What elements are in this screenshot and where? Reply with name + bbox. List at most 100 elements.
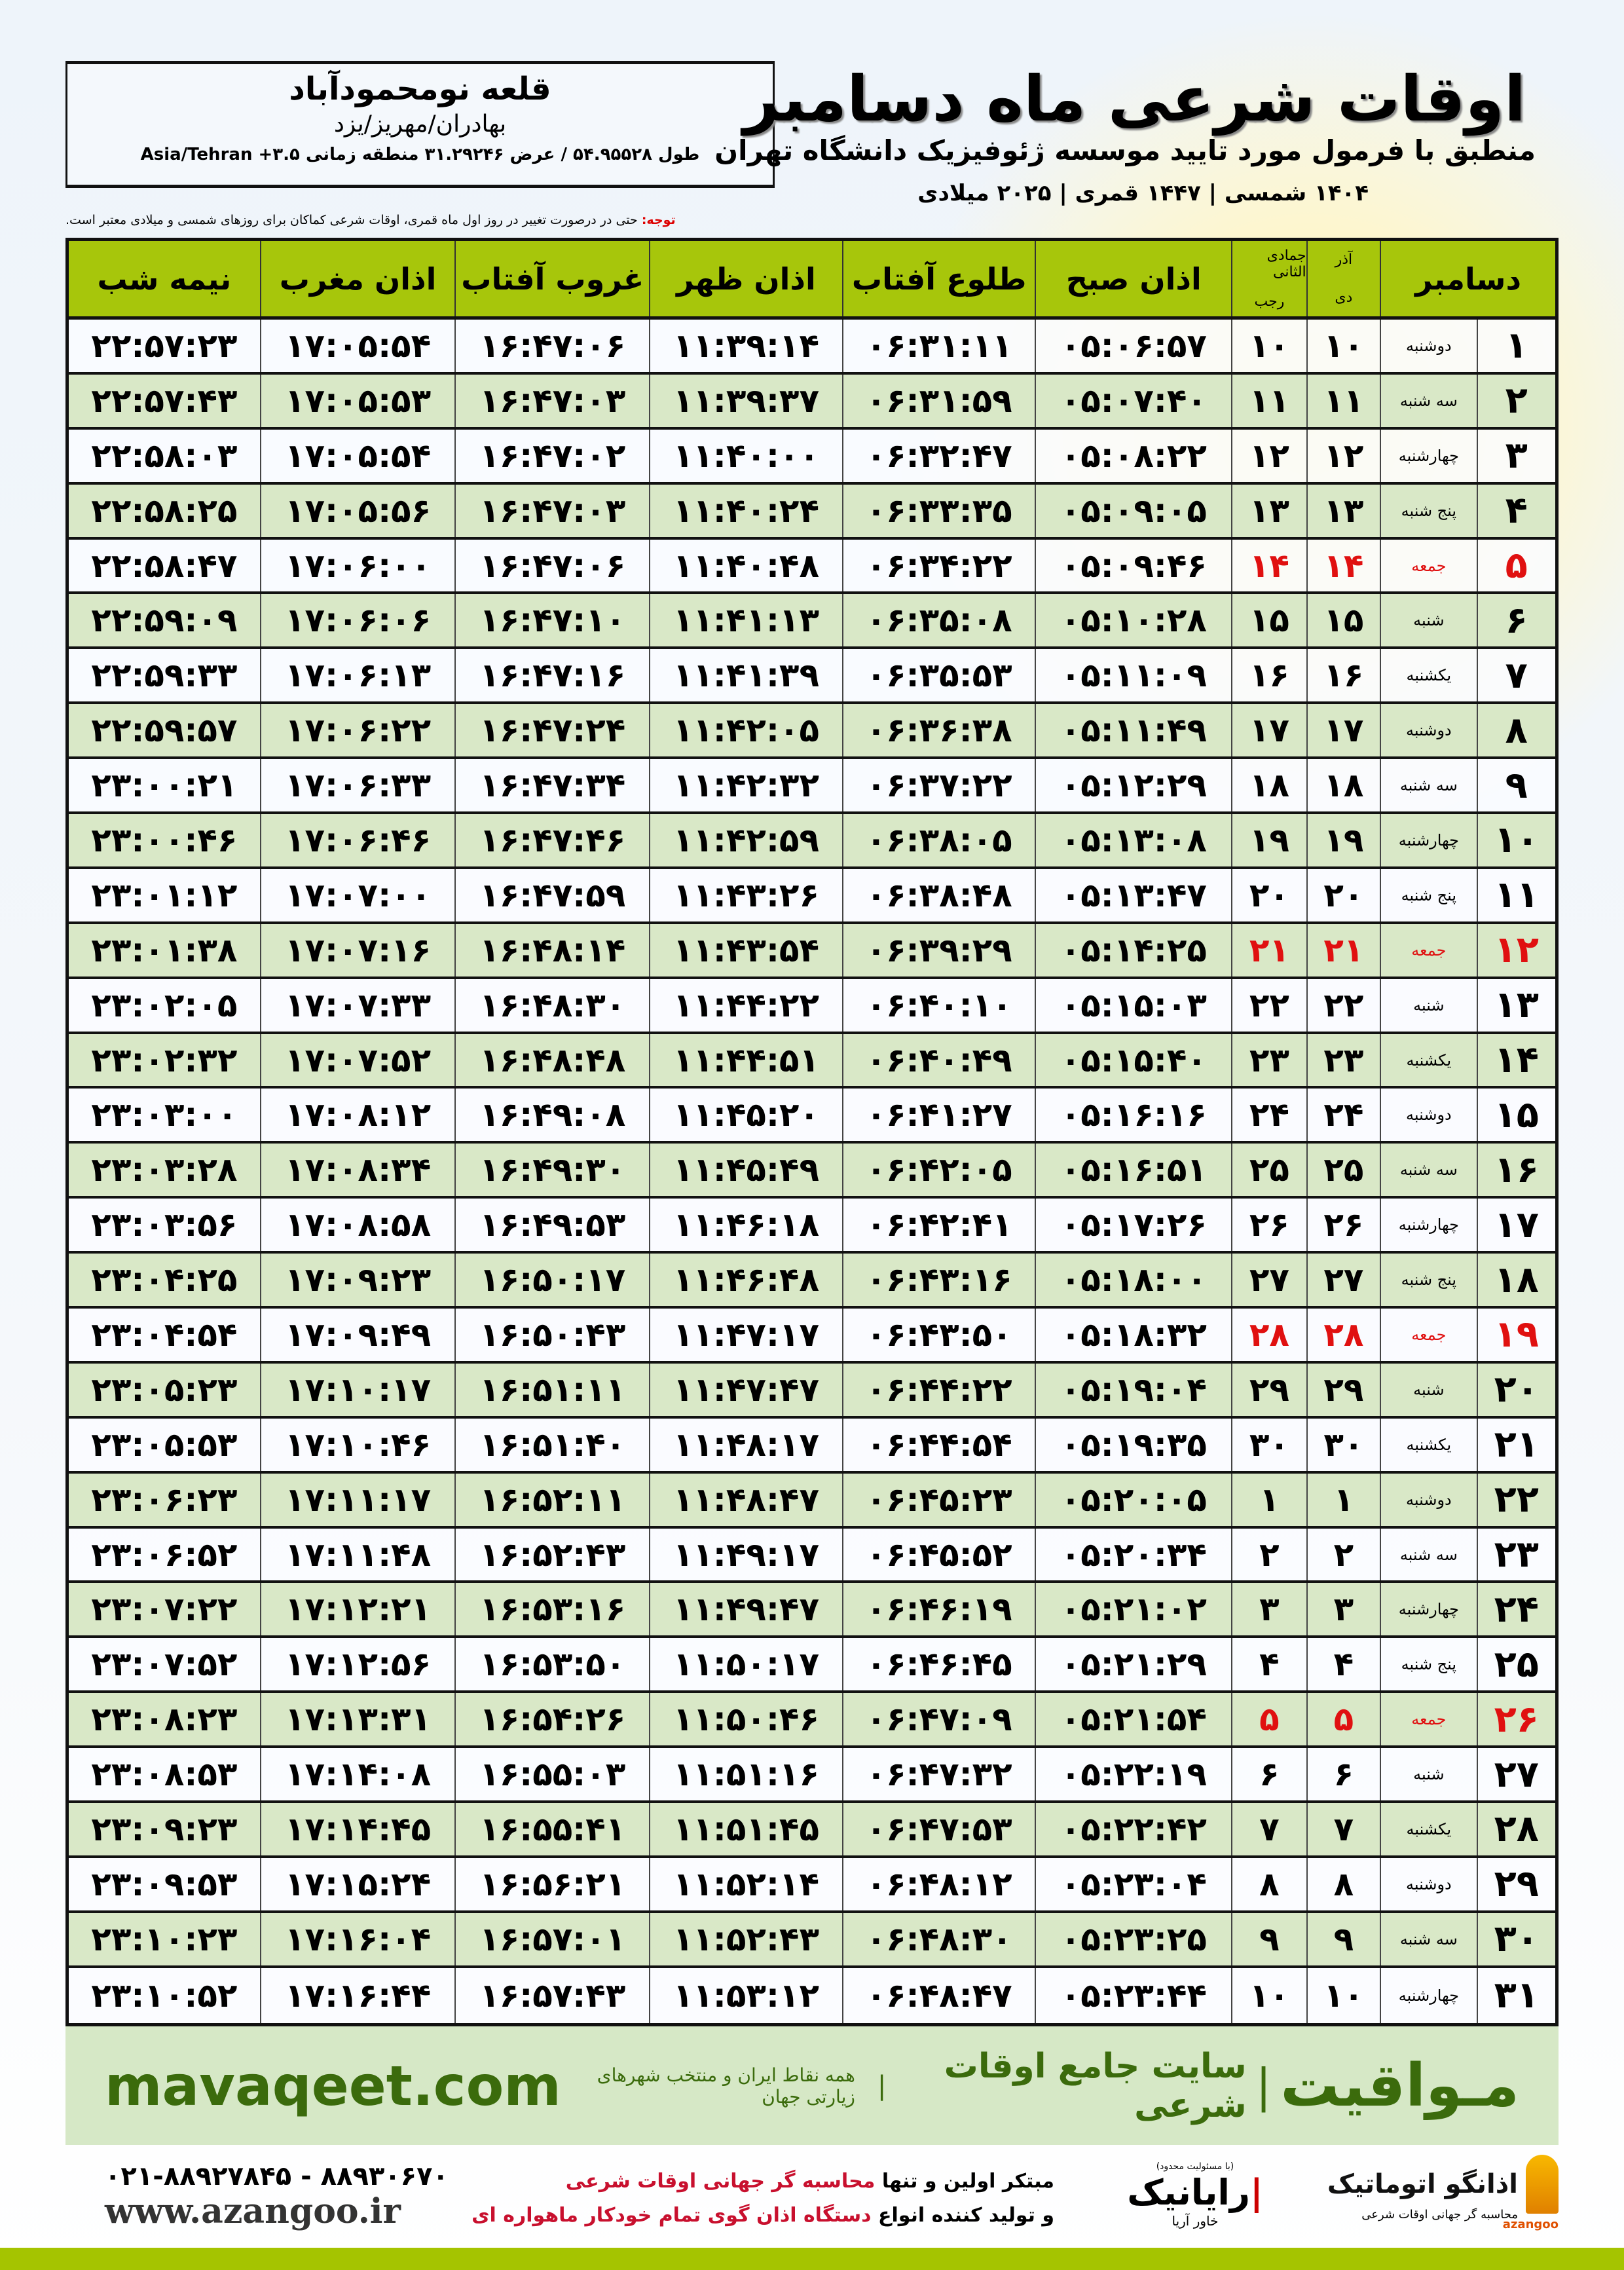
cell-maghrib: ۱۷:۱۰:۴۶ [259,1418,455,1471]
cell-rajab: ۵ [1231,1693,1306,1746]
cell-dhuhr: ۱۱:۵۲:۱۴ [649,1857,842,1910]
cell-dey: ۱۶ [1306,649,1380,702]
cell-wd: دوشنبه [1380,1088,1476,1142]
note-text: حتی در درصورت تغییر در روز اول ماه قمری،… [65,213,638,227]
cell-sunset: ۱۶:۴۸:۴۸ [454,1033,649,1087]
cell-fajr: ۰۵:۲۱:۰۲ [1035,1583,1231,1636]
cell-sunrise: ۰۶:۳۵:۰۸ [841,594,1035,647]
table-row: ۱۶ سه شنبه ۲۵ ۲۵ ۰۵:۱۶:۵۱ ۰۶:۴۲:۰۵ ۱۱:۴۵:۴۹ ۱۶:… [69,1144,1555,1199]
phone-numbers: ۰۲۱-۸۸۹۲۷۸۴۵ - ۸۸۹۳۰۶۷۰ [105,2161,449,2191]
cell-rajab: ۲۷ [1231,1254,1306,1307]
cell-dey: ۲۰ [1306,868,1380,921]
cell-dey: ۲۱ [1306,923,1380,977]
mavaqeet-link[interactable]: mavaqeet.com [105,2053,561,2118]
cell-wd: شنبه [1380,978,1476,1032]
table-row: ۲۴ چهارشنبه ۳ ۳ ۰۵:۲۱:۰۲ ۰۶:۴۶:۱۹ ۱۱:۴۹:۴۷ ۱۶:۵… [69,1583,1555,1639]
cell-sunrise: ۰۶:۴۲:۰۵ [841,1144,1035,1197]
location-box: قلعه نومحمودآباد بهادران/مهریز/یزد طول ۵… [65,61,775,188]
cell-maghrib: ۱۷:۰۷:۵۲ [259,1033,455,1087]
cell-maghrib: ۱۷:۰۶:۳۳ [259,759,455,812]
cell-dey: ۱۱ [1306,374,1380,427]
cell-sunrise: ۰۶:۴۰:۴۹ [841,1033,1035,1087]
table-row: ۲۷ شنبه ۶ ۶ ۰۵:۲۲:۱۹ ۰۶:۴۷:۳۲ ۱۱:۵۱:۱۶ ۱۶:۵۵:۰۳… [69,1748,1555,1804]
cell-sunset: ۱۶:۵۶:۲۱ [454,1857,649,1910]
cell-wd: جمعه [1380,539,1476,592]
year-line: ۱۴۰۴ شمسی | ۱۴۴۷ قمری | ۲۰۲۵ میلادی [917,180,1369,206]
cell-fajr: ۰۵:۱۹:۰۴ [1035,1363,1231,1416]
cell-dey: ۴ [1306,1638,1380,1691]
table-row: ۲۱ یکشنبه ۳۰ ۳۰ ۰۵:۱۹:۳۵ ۰۶:۴۴:۵۴ ۱۱:۴۸:۱۷ ۱۶:۵… [69,1418,1555,1474]
cell-fajr: ۰۵:۰۹:۰۵ [1035,484,1231,537]
cell-dhuhr: ۱۱:۴۴:۲۲ [649,978,842,1032]
cell-sunset: ۱۶:۴۷:۰۳ [454,484,649,537]
cell-sunrise: ۰۶:۴۲:۴۱ [841,1199,1035,1252]
header-dey-label: دی [1335,289,1353,306]
cell-midnight: ۲۲:۵۸:۲۵ [91,491,238,530]
cell-midnight: ۲۳:۰۹:۵۳ [91,1865,238,1903]
cell-sunset: ۱۶:۵۵:۴۱ [454,1803,649,1855]
cell-maghrib: ۱۷:۰۵:۵۶ [259,484,455,537]
cell-sunrise: ۰۶:۴۱:۲۷ [841,1088,1035,1142]
table-row: ۱۷ چهارشنبه ۲۶ ۲۶ ۰۵:۱۷:۲۶ ۰۶:۴۲:۴۱ ۱۱:۴۶:۱۸ ۱۶… [69,1199,1555,1254]
cell-fajr: ۰۵:۱۱:۰۹ [1035,649,1231,702]
header-azar: آذر [1335,251,1353,269]
cell-dey: ۹ [1306,1912,1380,1965]
cell-maghrib: ۱۷:۰۶:۰۰ [259,539,455,592]
cell-wd: پنج شنبه [1380,484,1476,537]
table-row: ۲۰ شنبه ۲۹ ۲۹ ۰۵:۱۹:۰۴ ۰۶:۴۴:۲۲ ۱۱:۴۷:۴۷ ۱۶:۵۱:… [69,1363,1555,1419]
cell-rajab: ۱۴ [1231,539,1306,592]
header-fajr: اذان صبح [1035,241,1231,316]
cell-sunrise: ۰۶:۳۱:۱۱ [841,320,1035,372]
cell-fajr: ۰۵:۲۳:۴۴ [1035,1967,1231,2023]
cell-sunrise: ۰۶:۳۴:۲۲ [841,539,1035,592]
cell-wd: سه شنبه [1380,374,1476,427]
cell-sunset: ۱۶:۴۷:۰۶ [454,320,649,372]
cell-day: ۲۹ [1476,1857,1555,1910]
rayanik-bar: | [1250,2172,1263,2213]
cell-fajr: ۰۵:۱۳:۴۷ [1035,868,1231,921]
cell-sunset: ۱۶:۴۷:۳۴ [454,759,649,812]
cell-rajab: ۱۱ [1231,374,1306,427]
cell-sunrise: ۰۶:۴۵:۵۲ [841,1528,1035,1581]
cell-midnight: ۲۳:۰۷:۵۲ [91,1645,238,1684]
cell-midnight: ۲۳:۰۵:۵۳ [91,1425,238,1464]
cell-dey: ۱۹ [1306,814,1380,866]
cell-wd: دوشنبه [1380,704,1476,757]
cell-dhuhr: ۱۱:۵۰:۴۶ [649,1693,842,1746]
cell-sunset: ۱۶:۴۷:۰۲ [454,429,649,482]
cell-sunrise: ۰۶:۴۸:۴۷ [841,1967,1035,2023]
table-row: ۵ جمعه ۱۴ ۱۴ ۰۵:۰۹:۴۶ ۰۶:۳۴:۲۲ ۱۱:۴۰:۴۸ ۱۶:۴۷:۰… [69,539,1555,595]
cell-midnight: ۲۳:۰۵:۲۳ [91,1370,238,1409]
cell-dhuhr: ۱۱:۵۱:۱۶ [649,1748,842,1801]
table-row: ۴ پنج شنبه ۱۳ ۱۳ ۰۵:۰۹:۰۵ ۰۶:۳۳:۳۵ ۱۱:۴۰:۲۴ ۱۶:… [69,484,1555,540]
rayanik-note: (با مسئولیت محدود) [1156,2161,1234,2172]
cell-sunset: ۱۶:۵۱:۴۰ [454,1418,649,1471]
cell-sunrise: ۰۶:۳۸:۰۵ [841,814,1035,866]
header-midnight: نیمه شب [97,261,232,297]
cell-dhuhr: ۱۱:۴۵:۲۰ [649,1088,842,1142]
cell-rajab: ۹ [1231,1912,1306,1965]
cell-maghrib: ۱۷:۰۸:۱۲ [259,1088,455,1142]
cell-wd: دوشنبه [1380,320,1476,372]
cell-day: ۸ [1476,704,1555,757]
azangoo-logo: azangoo اذانگو اتوماتیک محاسبه گر جهانی … [1283,2155,1559,2240]
cell-dhuhr: ۱۱:۴۰:۲۴ [649,484,842,537]
rayanik-name: رایانیک [1127,2172,1251,2213]
azangoo-link[interactable]: www.azangoo.ir [105,2191,401,2231]
cell-dhuhr: ۱۱:۴۵:۴۹ [649,1144,842,1197]
table-row: ۱۵ دوشنبه ۲۴ ۲۴ ۰۵:۱۶:۱۶ ۰۶:۴۱:۲۷ ۱۱:۴۵:۲۰ ۱۶:۴… [69,1088,1555,1144]
cell-midnight: ۲۲:۵۹:۳۳ [91,656,238,695]
cell-dey: ۲ [1306,1528,1380,1581]
cell-day: ۲۵ [1476,1638,1555,1691]
cell-dey: ۱۸ [1306,759,1380,812]
cell-rajab: ۷ [1231,1803,1306,1855]
cell-wd: یکشنبه [1380,649,1476,702]
cell-dey: ۲۹ [1306,1363,1380,1416]
cell-rajab: ۲۲ [1231,978,1306,1032]
cell-sunset: ۱۶:۴۷:۵۹ [454,868,649,921]
contact: ۰۲۱-۸۸۹۲۷۸۴۵ - ۸۸۹۳۰۶۷۰ www.azangoo.ir [105,2161,449,2231]
cell-wd: سه شنبه [1380,1144,1476,1197]
cell-day: ۲۴ [1476,1583,1555,1636]
cell-fajr: ۰۵:۲۰:۳۴ [1035,1528,1231,1581]
cell-dhuhr: ۱۱:۴۶:۴۸ [649,1254,842,1307]
